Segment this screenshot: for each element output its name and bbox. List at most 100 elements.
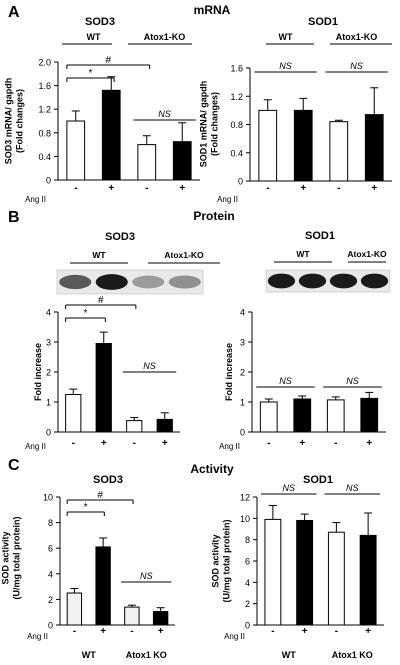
y-tick-label: 4	[240, 308, 245, 318]
y-axis-label-line: SOD1 mRNA/ gapdh	[199, 81, 209, 168]
section-c-title: Activity	[190, 462, 234, 476]
y-tick-label: 0	[238, 177, 243, 187]
western-blot-sod1: SOD1 WT Atox1-KO	[265, 230, 391, 293]
y-tick-label: 0	[46, 428, 51, 438]
y-tick-label: 10	[43, 493, 53, 503]
blot-membrane	[265, 269, 391, 293]
x-tick-label: -	[74, 183, 77, 194]
y-axis-label: SOD3 mRNA/ gapdh(Fold changes)	[4, 78, 25, 165]
significance-label: *	[84, 308, 88, 319]
y-tick-label: 1.6	[230, 64, 243, 74]
bar	[126, 420, 143, 433]
significance-label: *	[89, 68, 93, 79]
significance-label: NS	[346, 483, 359, 493]
x-tick-label: -	[72, 438, 75, 449]
blot-group-label: Atox1-KO	[164, 250, 204, 260]
bar	[101, 89, 121, 181]
y-tick-label: 2	[245, 599, 250, 609]
y-tick-label: 0	[240, 428, 245, 438]
significance-label: #	[97, 490, 103, 501]
chart-title: SOD3	[85, 16, 115, 28]
blot-group-label: Atox1-KO	[347, 249, 387, 259]
bar	[293, 398, 312, 433]
x-tick-label: +	[158, 626, 164, 637]
y-tick-label: 4	[245, 578, 250, 588]
section-a-letter: A	[8, 4, 20, 21]
y-tick-label: 3	[46, 338, 51, 348]
y-tick-label: 2	[46, 368, 51, 378]
significance-label: NS	[282, 483, 295, 493]
chart-protein-sod3: 0 1 2 3 4 Fold increase - + - + Ang II # * NS	[25, 295, 180, 451]
y-tick-label: 2.0	[38, 58, 51, 68]
group-label: WT	[87, 32, 101, 42]
treatment-label: Ang II	[217, 195, 238, 204]
x-tick-label: +	[302, 626, 308, 637]
blot-band	[95, 274, 128, 290]
y-tick-label: 8	[48, 518, 53, 528]
y-tick-label: 0.8	[38, 128, 51, 138]
bar	[156, 418, 173, 433]
chart-title: SOD1	[303, 474, 333, 486]
x-tick-label: +	[366, 438, 372, 449]
y-axis-label: SOD1 mRNA/ gapdh(Fold changes)	[199, 81, 220, 168]
bar	[66, 120, 86, 181]
blot-group-label: WT	[92, 250, 106, 260]
y-axis-label-line: Fold increase	[33, 343, 43, 401]
blot-title-sod3: SOD3	[105, 231, 135, 243]
y-tick-label: 0	[245, 621, 250, 631]
group-label: Atox1-KO	[144, 32, 186, 42]
x-tick-label: -	[133, 438, 136, 449]
significance-label: #	[105, 55, 111, 66]
y-axis-label-line: (Fold changes)	[210, 92, 220, 156]
y-tick-label: 1	[240, 398, 245, 408]
x-tick-label: -	[266, 183, 269, 194]
x-tick-label: -	[334, 438, 337, 449]
blot-band	[329, 273, 358, 289]
blot-title-sod1: SOD1	[305, 230, 335, 242]
bar	[66, 592, 83, 626]
blot-band	[168, 275, 201, 289]
group-label: Atox1 KO	[332, 650, 373, 660]
y-tick-label: 3	[240, 338, 245, 348]
y-tick-label: 2	[240, 368, 245, 378]
significance-label: #	[98, 295, 104, 306]
y-tick-label: 0.8	[230, 120, 243, 130]
y-axis-label-line: (U/mg total protein)	[222, 520, 232, 603]
western-blot-sod3: SOD3 WT Atox1-KO	[56, 231, 220, 295]
chart-title: SOD1	[308, 16, 338, 28]
y-axis-label: Fold increase	[224, 343, 234, 401]
y-tick-label: 12	[240, 493, 250, 503]
blot-band	[360, 273, 389, 289]
y-axis-label-line: (U/mg total protein)	[12, 517, 22, 600]
chart-title: SOD3	[93, 474, 123, 486]
blot-band	[267, 273, 296, 289]
y-tick-label: 8	[245, 535, 250, 545]
chart-mrna-sod3: 0 0.4 0.8 1.2 1.6 2.0 SOD3 mRNA/ gapdh(Fold ch…	[4, 16, 200, 204]
bar	[172, 141, 192, 181]
y-tick-label: 4	[48, 569, 53, 579]
chart-activity-sod3: 0 2 4 6 8 10 SOD activity(U/mg total protein) -…	[1, 474, 175, 660]
x-tick-label: +	[300, 183, 306, 194]
x-tick-label: +	[299, 438, 305, 449]
blot-band	[298, 273, 327, 289]
bar	[124, 606, 140, 626]
bar	[137, 144, 157, 181]
group-label: WT	[282, 650, 296, 660]
treatment-label: Ang II	[27, 632, 48, 641]
bar	[95, 546, 111, 626]
group-label: WT	[279, 32, 293, 42]
bar	[152, 611, 169, 626]
group-label: Atox1 KO	[126, 650, 167, 660]
chart-activity-sod1: 0 2 4 6 8 10 12 SOD activity(U/mg total protein…	[211, 474, 384, 660]
y-axis-label-line: (Fold changes)	[15, 89, 25, 153]
blot-band	[132, 275, 165, 289]
significance-label: NS	[346, 376, 359, 386]
y-tick-label: 6	[245, 557, 250, 567]
y-tick-label: 2	[48, 595, 53, 605]
x-tick-label: -	[145, 183, 148, 194]
y-axis-label: Fold increase	[33, 343, 43, 401]
y-axis-label-line: Fold increase	[224, 343, 234, 401]
y-tick-label: 1.6	[38, 81, 51, 91]
bar	[65, 394, 82, 433]
x-tick-label: +	[179, 183, 185, 194]
